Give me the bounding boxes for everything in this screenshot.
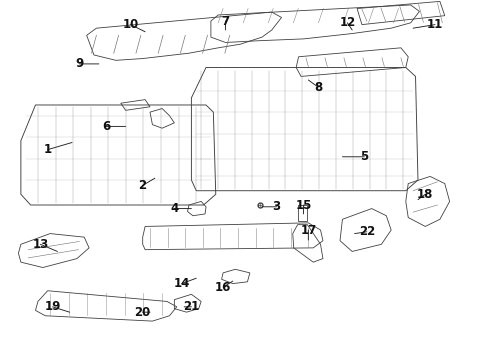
Text: 5: 5 — [360, 150, 368, 163]
Text: 11: 11 — [427, 18, 443, 31]
Text: 4: 4 — [170, 202, 178, 215]
Text: 20: 20 — [135, 306, 151, 319]
Text: 2: 2 — [139, 179, 147, 192]
Text: 15: 15 — [295, 198, 312, 212]
Text: 7: 7 — [221, 14, 230, 27]
Text: 3: 3 — [272, 200, 281, 213]
Text: 9: 9 — [75, 57, 83, 71]
Text: 1: 1 — [44, 143, 52, 156]
Text: 13: 13 — [32, 238, 49, 251]
Text: 8: 8 — [314, 81, 322, 94]
Text: 22: 22 — [359, 225, 375, 238]
Text: 16: 16 — [215, 281, 231, 294]
Text: 21: 21 — [183, 300, 199, 313]
Text: 6: 6 — [102, 120, 110, 133]
Text: 17: 17 — [300, 224, 317, 237]
Text: 18: 18 — [417, 188, 434, 201]
Text: 19: 19 — [45, 300, 61, 313]
Text: 10: 10 — [122, 18, 139, 31]
Text: 14: 14 — [173, 277, 190, 290]
Text: 12: 12 — [339, 16, 355, 29]
